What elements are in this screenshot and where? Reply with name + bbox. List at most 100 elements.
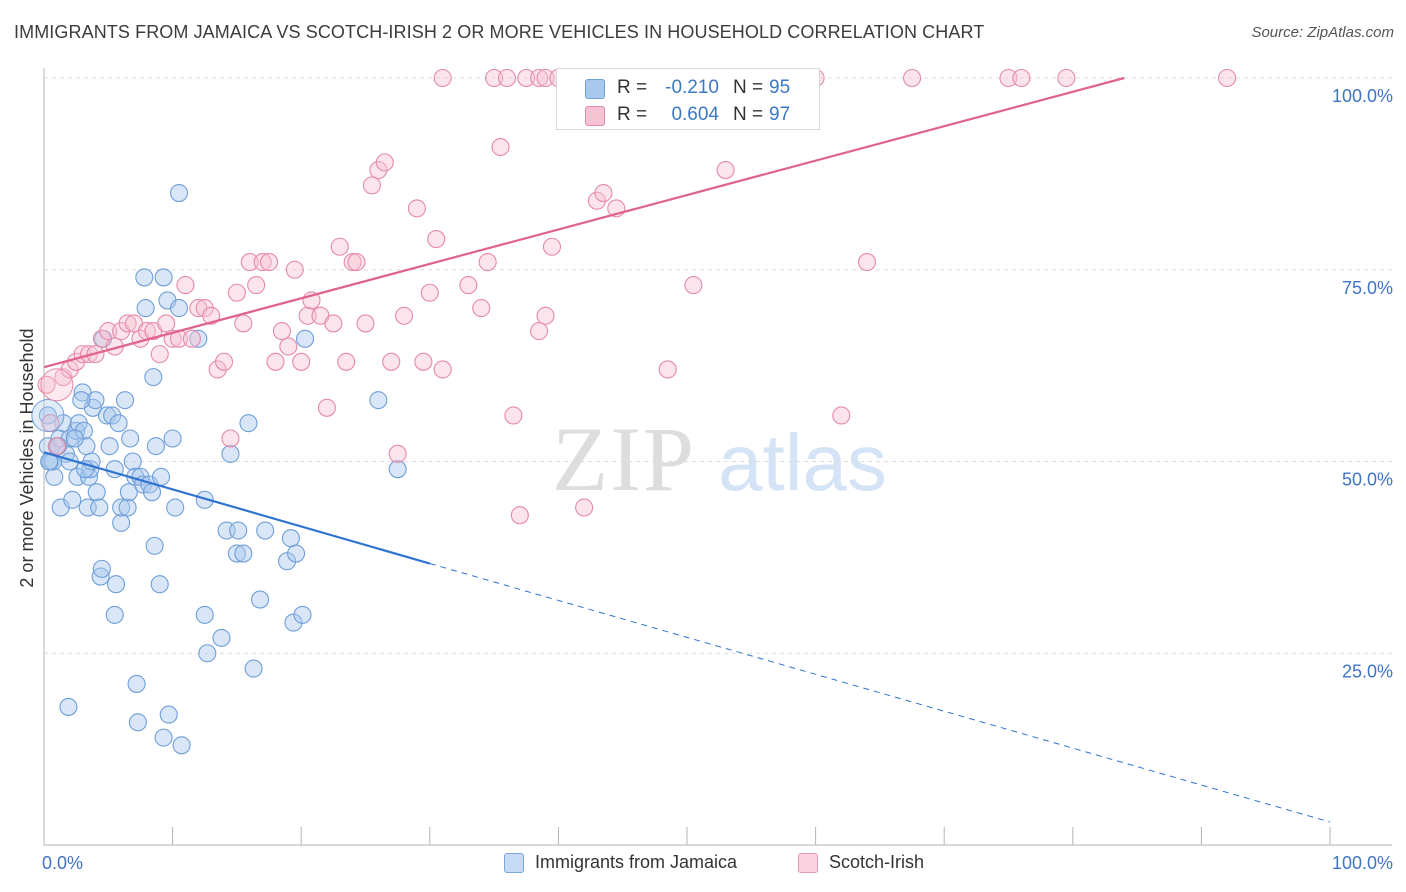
scotch-irish-point	[298, 306, 317, 325]
scotch-irish-point	[395, 306, 414, 325]
jamaica-point	[91, 567, 110, 586]
jamaica-point	[87, 483, 106, 502]
scotch-irish-point	[542, 237, 562, 256]
jamaica-point	[112, 498, 131, 517]
jamaica-point	[189, 329, 208, 348]
jamaica-point	[212, 628, 231, 647]
jamaica-point	[256, 521, 275, 540]
y-axis-label: 2 or more Vehicles in Household	[17, 328, 37, 587]
jamaica-point	[163, 429, 182, 448]
scotch-irish-point	[382, 352, 401, 371]
scotch-irish-point	[317, 398, 336, 417]
scotch-irish-point	[259, 253, 279, 272]
scotch-irish-point	[253, 253, 272, 272]
scotch-irish-point	[594, 184, 613, 203]
y-tick-label: 75.0%	[1342, 278, 1393, 298]
scotch-irish-point	[99, 322, 118, 341]
scotch-irish-point	[356, 314, 375, 333]
scotch-irish-point	[510, 506, 529, 525]
jamaica-point	[151, 467, 171, 486]
scotch-irish-point	[420, 283, 439, 302]
scotch-irish-point	[176, 276, 195, 295]
jamaica-point	[136, 299, 155, 318]
scotch-irish-point	[369, 160, 388, 180]
scotch-irish-point	[407, 199, 426, 218]
stats-n-value: 97	[769, 104, 791, 125]
jamaica-point	[198, 644, 217, 663]
scotch-irish-point	[272, 322, 291, 341]
scotch-irish-point	[388, 444, 407, 463]
y-tick-label: 50.0%	[1342, 470, 1393, 490]
jamaica-point	[103, 406, 122, 425]
scotch-irish-point	[285, 260, 304, 279]
stats-n-label: N =	[733, 104, 764, 125]
jamaica-point	[112, 513, 131, 532]
jamaica-point	[287, 544, 306, 563]
jamaica-point	[135, 268, 154, 287]
scotch-irish-point	[1218, 68, 1237, 88]
scotch-irish-point	[234, 314, 253, 333]
jamaica-point	[227, 544, 246, 563]
jamaica-point	[195, 490, 214, 509]
stats-n-label: N =	[733, 77, 764, 98]
scotch-irish-point	[999, 68, 1018, 88]
jamaica-point	[195, 605, 214, 624]
scotch-irish-point	[658, 360, 677, 379]
source-label: Source: ZipAtlas.com	[1251, 24, 1394, 41]
stats-swatch-jamaica	[585, 79, 605, 99]
jamaica-point	[281, 529, 300, 548]
jamaica-point	[65, 429, 84, 448]
scotch-irish-point	[530, 68, 549, 88]
jamaica-point	[106, 575, 126, 594]
scotch-irish-point	[343, 253, 362, 272]
scotch-irish-point	[240, 253, 259, 272]
scotch-irish-point	[472, 299, 491, 318]
jamaica-point	[144, 368, 163, 387]
jamaica-point	[100, 437, 119, 456]
jamaica-point	[296, 329, 315, 348]
scotch-irish-point	[427, 230, 446, 249]
stats-legend: R = -0.210 N = 95 R = 0.604 N = 97	[556, 68, 820, 130]
legend-label-scotch-irish: Scotch-Irish	[829, 852, 925, 872]
scotch-irish-point	[485, 68, 504, 88]
scotch-irish-point	[433, 68, 452, 88]
watermark-zip: ZIP	[552, 408, 696, 510]
scotch-irish-point	[517, 68, 536, 88]
jamaica-point	[166, 498, 185, 517]
jamaica-point	[169, 299, 189, 318]
watermark-atlas: atlas	[718, 418, 887, 507]
stats-row-jamaica: R = -0.210 N = 95	[557, 75, 819, 101]
scotch-irish-point	[684, 276, 703, 295]
jamaica-trend-line	[43, 451, 431, 565]
jamaica-point	[388, 460, 407, 479]
jamaica-point	[145, 536, 164, 555]
scotch-irish-point	[902, 68, 922, 88]
jamaica-point	[369, 391, 388, 410]
jamaica-point	[119, 483, 138, 502]
legend-item-scotch-irish[interactable]: Scotch-Irish	[798, 852, 924, 873]
scotch-irish-point	[414, 352, 433, 371]
scotch-irish-point	[150, 345, 169, 364]
y-tick-label: 100.0%	[1332, 86, 1393, 106]
jamaica-point	[86, 391, 105, 410]
legend-item-jamaica[interactable]: Immigrants from Jamaica	[504, 852, 737, 873]
scotch-irish-point	[157, 314, 176, 333]
scotch-irish-point	[478, 253, 497, 272]
jamaica-point	[59, 697, 78, 716]
scotch-irish-point	[292, 352, 311, 371]
jamaica-point	[109, 414, 128, 433]
stats-r-value: 0.604	[671, 104, 719, 125]
jamaica-point	[154, 728, 173, 747]
jamaica-point	[250, 590, 270, 609]
scotch-irish-point	[716, 160, 735, 180]
scotch-irish-point	[324, 314, 343, 333]
scotch-irish-point	[587, 191, 607, 210]
jamaica-point	[221, 444, 240, 463]
scotch-irish-point	[362, 176, 381, 195]
legend-swatch-scotch-irish	[798, 852, 818, 873]
legend-swatch-jamaica	[504, 852, 524, 873]
scotch-irish-point	[337, 352, 356, 371]
scotch-irish-point	[857, 253, 877, 272]
scotch-irish-point	[208, 360, 227, 379]
